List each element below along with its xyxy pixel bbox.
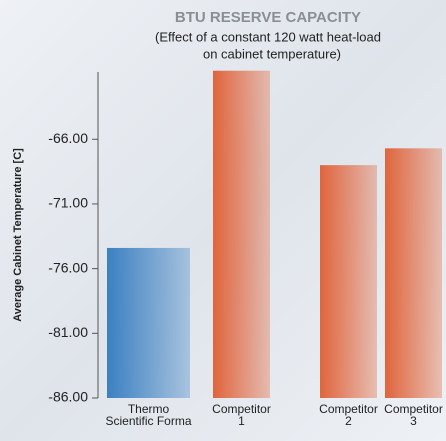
x-tick-label: Competitor	[319, 402, 378, 416]
bar	[320, 165, 377, 398]
y-tick-label: -66.00	[48, 130, 88, 146]
x-tick-label: 3	[410, 414, 417, 428]
x-tick-label: Competitor	[384, 402, 443, 416]
chart-title: BTU RESERVE CAPACITY	[175, 9, 361, 26]
x-tick-label: Competitor	[212, 402, 271, 416]
bar	[213, 70, 270, 398]
chart-subtitle: (Effect of a constant 120 watt heat-load	[155, 29, 381, 44]
bar	[385, 148, 442, 398]
x-tick-label: Thermo	[128, 402, 170, 416]
x-tick-label: Scientific Forma	[105, 414, 191, 428]
y-axis-label: Average Cabinet Temperature [C]	[12, 148, 24, 322]
bar	[107, 247, 190, 398]
x-tick-label: 2	[345, 414, 352, 428]
y-tick-label: -86.00	[48, 389, 88, 405]
x-tick-label: 1	[238, 414, 245, 428]
chart-subtitle: on cabinet temperature)	[203, 46, 341, 61]
y-tick-label: -81.00	[48, 324, 88, 340]
y-tick-label: -71.00	[48, 195, 88, 211]
y-tick-label: -76.00	[48, 259, 88, 275]
